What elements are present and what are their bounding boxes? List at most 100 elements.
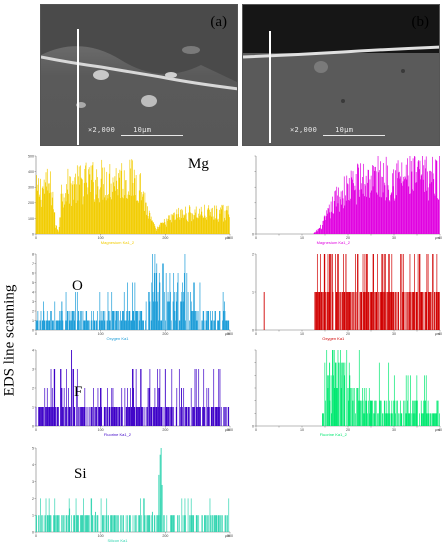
x-tick-label: 30 <box>392 428 396 432</box>
sem-image-b: (b) ×2,000 10μm <box>242 4 440 146</box>
y-tick-label: 400 <box>28 170 34 174</box>
y-tick-label: 3 <box>32 300 34 304</box>
x-tick-label: 300 <box>227 428 233 432</box>
y-tick-label: 1 <box>32 514 34 518</box>
sem-micrograph-a <box>41 5 237 145</box>
x-tick-label: 0 <box>255 428 257 432</box>
chart-mg-right: 0 0 10 20 30 40 μm Magnesium Ka1_2 <box>248 150 444 248</box>
x-tick-label: 20 <box>346 236 350 240</box>
y-tick-label: 0 <box>32 424 34 428</box>
y-tick-label: 1 <box>32 405 34 409</box>
chart-si-left: 0 1 2 3 4 5 0 100 200 300 μm Silicon Ka1 Si <box>28 442 234 546</box>
x-tick-label: 300 <box>227 236 233 240</box>
y-tick-label: 3 <box>32 480 34 484</box>
x-tick-label: 30 <box>392 236 396 240</box>
x-tick-label: 10 <box>300 428 304 432</box>
x-axis-label: Magnesium Ka1_2 <box>317 240 351 245</box>
y-tick-label: 100 <box>28 217 34 221</box>
y-tick-label: 0 <box>252 232 254 236</box>
x-tick-label: 100 <box>98 332 104 336</box>
x-tick-label: 100 <box>98 534 104 538</box>
x-axis-label: Oxygen Ka1 <box>106 336 129 341</box>
sem-label-a: (a) <box>210 14 227 30</box>
y-tick-label: 6 <box>32 271 34 275</box>
sem-scale-bar-a <box>121 135 183 136</box>
x-unit-label: μm <box>435 236 440 240</box>
x-tick-label: 0 <box>35 236 37 240</box>
y-tick-label: 2 <box>32 386 34 390</box>
sem-label-b: (b) <box>411 14 430 30</box>
x-tick-label: 100 <box>98 236 104 240</box>
chart-f-left: 0 1 2 3 4 0 100 200 300 μm Fluorine Ka1_2 F <box>28 344 234 440</box>
x-tick-label: 300 <box>227 332 233 336</box>
y-tick-label: 0 <box>252 424 254 428</box>
y-tick-label: 0 <box>32 530 34 534</box>
x-tick-label: 20 <box>346 332 350 336</box>
element-label-si: Si <box>74 466 87 482</box>
x-tick-label: 300 <box>227 534 233 538</box>
y-tick-label: 0 <box>32 328 34 332</box>
element-label-f: F <box>74 384 83 400</box>
sem-magnification-a: ×2,000 10μm <box>88 126 152 134</box>
spectrum-bars <box>321 350 440 426</box>
x-tick-label: 200 <box>162 534 168 538</box>
x-axis-label: Silicon Ka1 <box>107 538 128 543</box>
x-tick-label: 10 <box>300 236 304 240</box>
y-tick-label: 0 <box>252 328 254 332</box>
y-tick-label: 4 <box>32 348 34 352</box>
x-tick-label: 0 <box>35 332 37 336</box>
sem-magnification-b: ×2,000 10μm <box>290 126 354 134</box>
x-tick-label: 0 <box>35 534 37 538</box>
y-tick-label: 2 <box>252 252 254 256</box>
spectrum-bars <box>313 156 440 234</box>
x-tick-label: 0 <box>255 332 257 336</box>
spectrum-bars <box>263 254 440 330</box>
x-tick-label: 200 <box>162 428 168 432</box>
element-label-mg: Mg <box>188 156 209 172</box>
y-tick-label: 0 <box>32 232 34 236</box>
y-tick-label: 2 <box>32 497 34 501</box>
sem-image-a: (a) ×2,000 10μm <box>40 4 238 146</box>
chart-o-right: 0 1 2 0 10 20 30 40 μm Oxygen Ka1 <box>248 248 444 344</box>
x-tick-label: 0 <box>35 428 37 432</box>
side-title: EDS line scanning <box>1 284 18 396</box>
spectrum-bars <box>35 448 230 532</box>
x-axis-label: Oxygen Ka1 <box>322 336 345 341</box>
sem-micrograph-b <box>243 5 439 145</box>
spectrum-bars <box>35 350 230 426</box>
x-axis-label: Fluorine Ka1_2 <box>104 432 132 437</box>
x-axis-label: Magnesium Ka1_2 <box>101 240 135 245</box>
sem-scale-bar-b <box>323 135 385 136</box>
x-tick-label: 20 <box>346 428 350 432</box>
x-unit-label: μm <box>225 534 230 538</box>
x-tick-label: 30 <box>392 332 396 336</box>
x-tick-label: 100 <box>98 428 104 432</box>
x-tick-label: 0 <box>255 236 257 240</box>
y-tick-label: 1 <box>252 290 254 294</box>
x-unit-label: μm <box>225 332 230 336</box>
x-unit-label: μm <box>435 332 440 336</box>
y-tick-label: 7 <box>32 262 34 266</box>
x-tick-label: 40 <box>438 332 442 336</box>
x-unit-label: μm <box>225 428 230 432</box>
x-tick-label: 40 <box>438 236 442 240</box>
x-tick-label: 200 <box>162 236 168 240</box>
spectrum-bars <box>35 159 230 234</box>
spectrum-bars <box>35 254 230 330</box>
chart-mg-left: 0 100 200 300 400 500 0 100 200 300 μm Magnesium Ka… <box>28 150 234 248</box>
y-tick-label: 300 <box>28 186 34 190</box>
chart-o-left: 0 1 2 3 4 5 6 7 8 0 100 200 300 μm Oxygen Ka1 O <box>28 248 234 344</box>
y-tick-label: 4 <box>32 463 34 467</box>
y-tick-label: 500 <box>28 154 34 158</box>
y-tick-label: 8 <box>32 252 34 256</box>
y-tick-label: 4 <box>32 290 34 294</box>
x-tick-label: 200 <box>162 332 168 336</box>
x-axis-label: Fluorine Ka1_2 <box>320 432 348 437</box>
y-tick-label: 200 <box>28 201 34 205</box>
